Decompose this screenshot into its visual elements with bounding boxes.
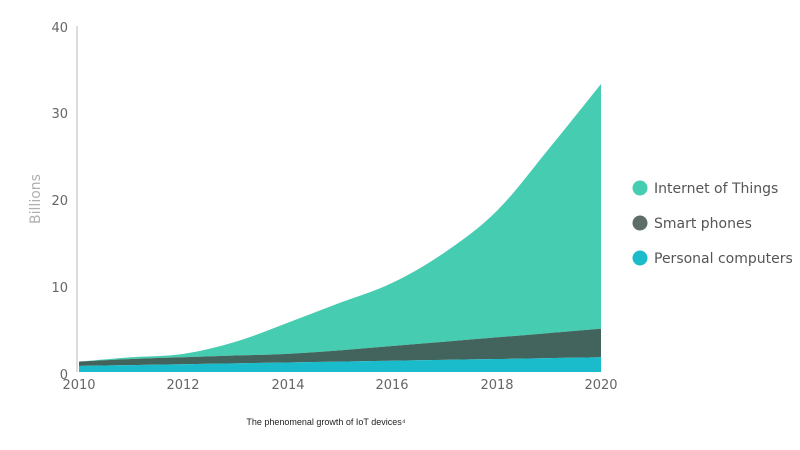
legend-swatch-internet-of-things bbox=[632, 180, 648, 196]
y-tick-label: 20 bbox=[51, 194, 68, 209]
legend-label-personal-computers: Personal computers bbox=[654, 251, 793, 267]
legend-swatch-personal-computers bbox=[632, 250, 648, 266]
legend-swatch-smart-phones bbox=[632, 215, 648, 231]
x-tick-label: 2018 bbox=[480, 378, 513, 393]
legend: Internet of Things Smart phones Personal… bbox=[632, 180, 793, 267]
legend-label-smart-phones: Smart phones bbox=[654, 216, 752, 232]
y-tick-label: 30 bbox=[51, 107, 68, 122]
y-tick-label: 0 bbox=[60, 368, 68, 383]
x-tick-label: 2016 bbox=[375, 378, 408, 393]
chart-caption: The phenomenal growth of IoT devices⁴ bbox=[246, 417, 405, 427]
y-tick-label: 40 bbox=[51, 21, 68, 36]
x-tick-label: 2014 bbox=[271, 378, 304, 393]
area-personal-computers bbox=[79, 357, 601, 372]
legend-label-internet-of-things: Internet of Things bbox=[654, 181, 778, 197]
area-smart-phones bbox=[79, 328, 601, 366]
x-tick-label: 2012 bbox=[166, 378, 199, 393]
x-tick-label: 2010 bbox=[62, 378, 95, 393]
x-tick-label: 2020 bbox=[584, 378, 617, 393]
y-tick-label: 10 bbox=[51, 281, 68, 296]
legend-item-internet-of-things: Internet of Things bbox=[632, 180, 778, 197]
x-tick-labels: 2010 2012 2014 2016 2018 2020 bbox=[62, 378, 617, 393]
y-axis-title: Billions bbox=[28, 174, 44, 224]
legend-item-smart-phones: Smart phones bbox=[632, 215, 752, 232]
legend-item-personal-computers: Personal computers bbox=[632, 250, 793, 267]
y-tick-labels: 0 10 20 30 40 bbox=[51, 21, 68, 383]
area-internet-of-things bbox=[79, 83, 601, 362]
stacked-areas bbox=[79, 83, 601, 372]
